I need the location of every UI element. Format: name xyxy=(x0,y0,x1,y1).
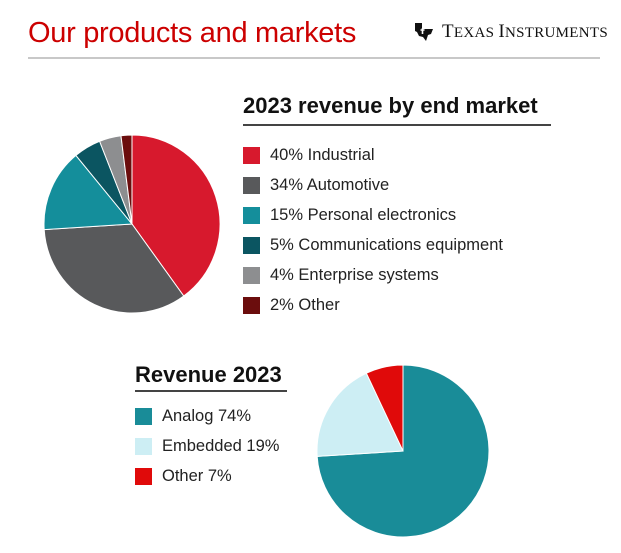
revenue-chart-title: Revenue 2023 xyxy=(135,362,282,387)
end-market-legend-label: 5% Communications equipment xyxy=(270,235,503,254)
end-market-legend-item: 34% Automotive xyxy=(243,170,503,200)
end-market-legend-label: 15% Personal electronics xyxy=(270,205,457,224)
end-market-slice-5 xyxy=(120,134,133,225)
revenue-pie-chart xyxy=(316,364,490,538)
revenue-legend-label: Other 7% xyxy=(162,466,232,485)
revenue-legend: Analog 74% Embedded 19% Other 7% xyxy=(135,401,279,491)
page-title: Our products and markets xyxy=(28,17,357,49)
end-market-legend-item: 5% Communications equipment xyxy=(243,230,503,260)
end-market-legend-label: 40% Industrial xyxy=(270,145,375,164)
revenue-slice-1 xyxy=(316,372,404,457)
end-market-pie-chart xyxy=(43,134,221,314)
end-market-legend-swatch xyxy=(243,206,260,224)
end-market-legend-swatch xyxy=(243,176,260,194)
end-market-chart-title: 2023 revenue by end market xyxy=(243,93,538,118)
end-market-legend: 40% Industrial 34% Automotive 15% Personal… xyxy=(243,140,503,320)
revenue-legend-swatch xyxy=(135,467,152,485)
end-market-slice-2 xyxy=(43,154,134,231)
texas-state-logo-icon xyxy=(415,23,433,41)
revenue-legend-label: Analog 74% xyxy=(162,406,251,425)
revenue-legend-item: Analog 74% xyxy=(135,401,279,431)
revenue-legend-label: Embedded 19% xyxy=(162,436,280,455)
end-market-title-rule xyxy=(243,124,551,126)
revenue-title-rule xyxy=(135,390,287,392)
revenue-legend-item: Other 7% xyxy=(135,461,279,491)
end-market-legend-swatch xyxy=(243,146,260,164)
end-market-legend-item: 40% Industrial xyxy=(243,140,503,170)
end-market-legend-label: 34% Automotive xyxy=(270,175,390,194)
end-market-legend-item: 2% Other xyxy=(243,290,503,320)
revenue-legend-swatch xyxy=(135,407,152,425)
end-market-legend-label: 4% Enterprise systems xyxy=(270,265,439,284)
revenue-legend-item: Embedded 19% xyxy=(135,431,279,461)
end-market-legend-swatch xyxy=(243,266,260,284)
end-market-slice-1 xyxy=(43,223,185,314)
logo-text: TEXAS INSTRUMENTS xyxy=(442,21,608,42)
title-divider xyxy=(28,57,600,59)
revenue-legend-swatch xyxy=(135,437,152,455)
company-logo: TEXAS INSTRUMENTS xyxy=(412,20,608,44)
end-market-legend-swatch xyxy=(243,296,260,314)
revenue-slice-2 xyxy=(365,364,404,452)
end-market-legend-item: 15% Personal electronics xyxy=(243,200,503,230)
end-market-slice-0 xyxy=(131,134,221,297)
end-market-legend-item: 4% Enterprise systems xyxy=(243,260,503,290)
end-market-legend-swatch xyxy=(243,236,260,254)
end-market-legend-label: 2% Other xyxy=(270,295,340,314)
